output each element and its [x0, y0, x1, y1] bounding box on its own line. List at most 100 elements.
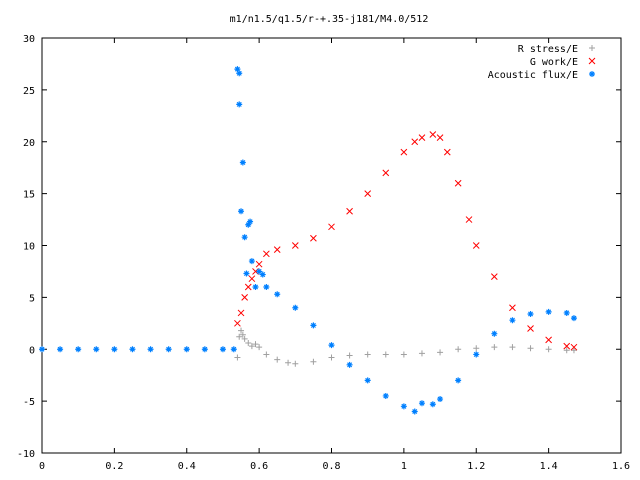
data-point — [263, 250, 270, 258]
data-point — [400, 403, 407, 410]
data-point — [429, 131, 437, 138]
x-tick-label: 0.6 — [250, 461, 268, 472]
data-point — [245, 340, 252, 347]
data-point — [455, 377, 462, 384]
data-point — [310, 358, 317, 365]
data-point — [285, 359, 292, 366]
data-point — [248, 343, 255, 350]
data-point — [418, 400, 425, 407]
y-tick-label: 15 — [23, 190, 35, 201]
data-point — [527, 325, 534, 332]
data-point — [259, 271, 266, 278]
data-point — [129, 346, 136, 353]
data-point — [328, 223, 335, 231]
data-point — [545, 346, 552, 353]
data-point — [473, 351, 480, 358]
data-point — [400, 148, 408, 156]
data-point — [263, 284, 270, 290]
series-points — [39, 66, 577, 415]
data-point — [454, 179, 462, 187]
data-point — [201, 346, 208, 353]
data-point — [244, 283, 252, 291]
data-point — [473, 345, 480, 352]
data-point — [437, 396, 444, 403]
data-point — [236, 101, 243, 108]
data-point — [382, 351, 389, 358]
y-tick-label: 0 — [29, 345, 35, 356]
data-point — [509, 304, 516, 312]
data-point — [570, 343, 578, 351]
legend-label: G work/E — [530, 57, 578, 68]
chart-title: m1/n1.5/q1.5/r-+.35-j181/M4.0/512 — [230, 14, 429, 25]
data-point — [570, 315, 577, 322]
data-point — [238, 327, 245, 334]
data-point — [429, 401, 436, 408]
data-marks — [39, 66, 578, 415]
x-tick-label: 0 — [39, 461, 45, 472]
data-point — [234, 354, 241, 361]
data-point — [255, 260, 263, 268]
data-point — [239, 331, 246, 338]
data-point — [509, 344, 516, 351]
x-tick-label: 1 — [401, 461, 407, 472]
data-point — [328, 342, 335, 349]
data-point — [239, 159, 246, 166]
x-tick-label: 1.4 — [540, 461, 558, 472]
data-point — [346, 207, 353, 215]
data-point — [545, 336, 552, 344]
series-points — [234, 327, 577, 367]
data-point — [274, 356, 281, 363]
data-point — [491, 330, 498, 337]
data-point — [400, 351, 407, 358]
data-point — [291, 242, 299, 249]
data-point — [472, 242, 480, 249]
data-point — [256, 344, 263, 351]
data-point — [243, 270, 250, 277]
data-point — [443, 148, 451, 156]
data-point — [527, 310, 534, 317]
y-tick-label: 10 — [23, 242, 35, 253]
data-point — [310, 234, 317, 242]
data-point — [274, 291, 281, 298]
data-point — [292, 304, 299, 311]
data-point — [545, 308, 552, 315]
x-tick-label: 1.6 — [612, 461, 630, 472]
y-tick-label: -5 — [23, 397, 35, 408]
data-point — [364, 377, 371, 384]
data-point — [236, 70, 243, 77]
y-tick-label: 30 — [23, 34, 35, 45]
data-point — [364, 190, 372, 197]
data-point — [411, 408, 418, 415]
data-point — [247, 218, 254, 225]
data-point — [248, 275, 256, 283]
legend: R stress/E G work/E Acoustic flux/E — [488, 44, 596, 81]
data-point — [491, 344, 498, 351]
x-tick-label: 1.2 — [467, 461, 485, 472]
data-point — [436, 134, 444, 141]
data-point — [237, 309, 245, 317]
y-tick-label: 5 — [29, 293, 35, 304]
data-point — [93, 346, 100, 353]
x-tick-label: 0.8 — [322, 461, 340, 472]
data-point — [346, 352, 353, 359]
x-axis: 0 0.2 0.4 0.6 0.8 1 1.2 1.4 1.6 — [39, 38, 630, 472]
data-point — [273, 246, 281, 254]
data-point — [346, 361, 353, 368]
data-point — [165, 346, 172, 353]
legend-label: Acoustic flux/E — [488, 70, 578, 81]
data-point — [238, 208, 245, 215]
y-tick-label: -10 — [17, 449, 35, 460]
data-point — [589, 45, 595, 51]
x-tick-label: 0.4 — [178, 461, 196, 472]
data-point — [241, 335, 248, 342]
data-point — [234, 319, 241, 327]
data-point — [382, 392, 389, 399]
data-point — [455, 346, 462, 353]
data-point — [111, 346, 118, 353]
data-point — [310, 322, 317, 329]
data-point — [589, 71, 595, 77]
data-point — [39, 346, 45, 353]
data-point — [490, 273, 498, 280]
data-point — [230, 346, 237, 353]
